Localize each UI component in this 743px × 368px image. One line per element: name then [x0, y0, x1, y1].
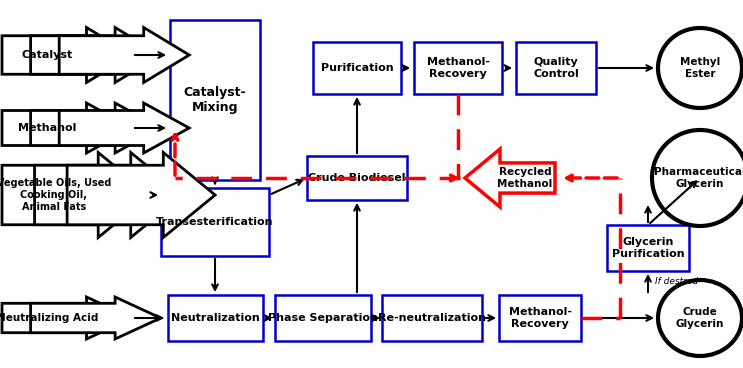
Text: If destred: If destred — [655, 277, 698, 287]
Text: Methanol-
Recovery: Methanol- Recovery — [426, 57, 490, 79]
FancyBboxPatch shape — [414, 42, 502, 94]
Text: Re-neutralization: Re-neutralization — [378, 313, 486, 323]
FancyBboxPatch shape — [607, 225, 689, 271]
Polygon shape — [2, 297, 132, 339]
FancyBboxPatch shape — [516, 42, 596, 94]
Text: Methanol: Methanol — [19, 123, 77, 133]
Text: Methyl
Ester: Methyl Ester — [680, 57, 720, 79]
FancyBboxPatch shape — [499, 295, 581, 341]
Polygon shape — [35, 152, 183, 237]
Polygon shape — [59, 28, 189, 82]
Polygon shape — [59, 103, 189, 153]
Text: Pharmaceutical
Glycerin: Pharmaceutical Glycerin — [654, 167, 743, 189]
Polygon shape — [30, 297, 160, 339]
Text: Neutralizing Acid: Neutralizing Acid — [0, 313, 98, 323]
FancyBboxPatch shape — [170, 20, 260, 180]
FancyBboxPatch shape — [313, 42, 401, 94]
Text: Crude
Glycerin: Crude Glycerin — [676, 307, 724, 329]
Polygon shape — [2, 152, 150, 237]
Text: Crude Biodiesel: Crude Biodiesel — [308, 173, 406, 183]
FancyBboxPatch shape — [275, 295, 371, 341]
Text: Recycled
Methanol: Recycled Methanol — [497, 167, 553, 189]
Polygon shape — [30, 28, 160, 82]
FancyBboxPatch shape — [161, 188, 269, 256]
Polygon shape — [2, 28, 132, 82]
Text: Phase Separation: Phase Separation — [268, 313, 378, 323]
Text: Transesterification: Transesterification — [156, 217, 273, 227]
FancyBboxPatch shape — [307, 156, 407, 200]
Text: Catalyst: Catalyst — [22, 50, 73, 60]
Text: Quality
Control: Quality Control — [533, 57, 579, 79]
Polygon shape — [30, 103, 160, 153]
Text: Purification: Purification — [321, 63, 393, 73]
Text: Catalyst-
Mixing: Catalyst- Mixing — [184, 86, 247, 114]
Polygon shape — [67, 152, 215, 237]
Polygon shape — [2, 103, 132, 153]
Text: Glycerin
Purification: Glycerin Purification — [611, 237, 684, 259]
Ellipse shape — [658, 28, 742, 108]
Text: Vegetable Oils, Used
Cooking Oil,
Animal Fats: Vegetable Oils, Used Cooking Oil, Animal… — [0, 178, 111, 212]
Ellipse shape — [652, 130, 743, 226]
Polygon shape — [465, 149, 555, 207]
FancyBboxPatch shape — [382, 295, 482, 341]
Text: Methanol-
Recovery: Methanol- Recovery — [508, 307, 571, 329]
Ellipse shape — [658, 280, 742, 356]
Text: Neutralization: Neutralization — [171, 313, 259, 323]
FancyBboxPatch shape — [167, 295, 262, 341]
